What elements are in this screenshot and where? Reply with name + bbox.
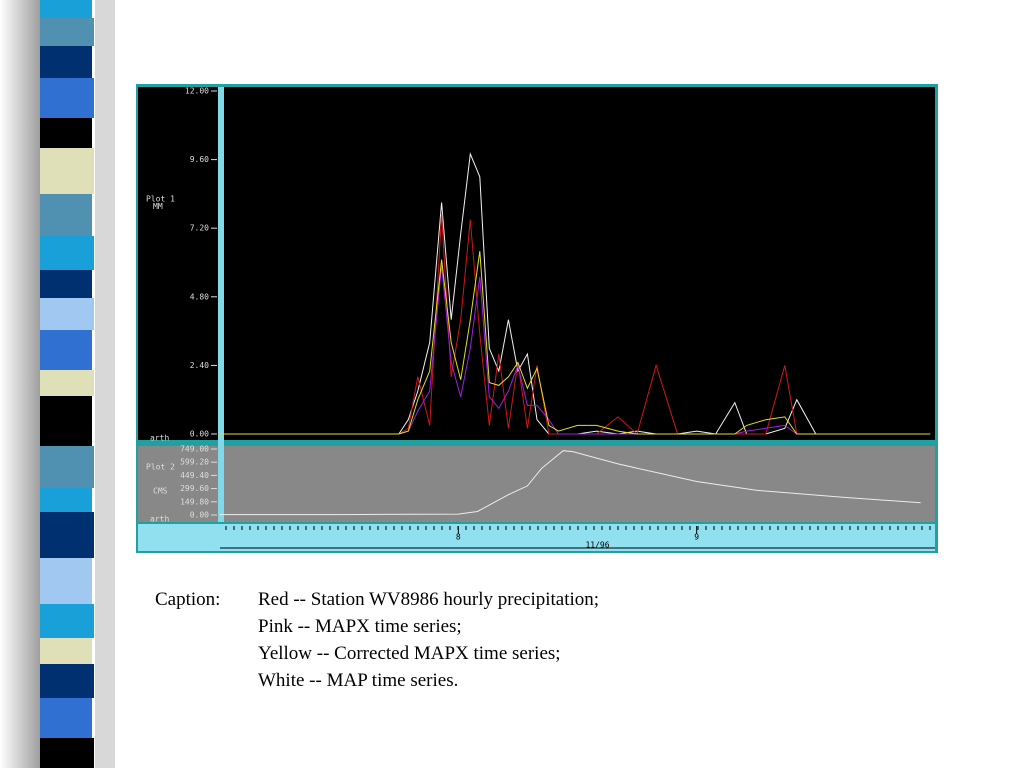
caption-line: White -- MAP time series. [258, 670, 459, 691]
plot-title: Plot 2 [146, 463, 175, 472]
x-tick-label: 8 [456, 533, 461, 542]
y-tick-label: 7.20 [190, 224, 209, 233]
decor-stripe [0, 0, 115, 768]
series-line [220, 213, 931, 435]
series-line [220, 265, 931, 435]
x-tick-label: 9 [694, 533, 699, 542]
annotation: arth [150, 515, 169, 524]
split-bar [218, 87, 224, 522]
y-tick-label: 449.40 [180, 471, 209, 480]
plot1-panel [138, 87, 935, 440]
plot-title: Plot 1 [146, 195, 175, 204]
annotation: arth [150, 434, 169, 443]
y-tick-label: 599.20 [180, 458, 209, 467]
y-tick-label: 0.00 [190, 430, 209, 439]
y-tick-label: 0.00 [190, 511, 209, 520]
y-tick-label: 299.60 [180, 484, 209, 493]
caption-line: Yellow -- Corrected MAPX time series; [258, 643, 561, 664]
series-line [220, 450, 921, 516]
y-tick-label: 12.00 [185, 87, 209, 96]
y-tick-label: 2.40 [190, 361, 209, 370]
y-tick-label: 749.00 [180, 445, 209, 454]
caption-label: Caption: [155, 589, 221, 610]
y-axis-label: CMS [153, 487, 168, 496]
y-tick-label: 149.80 [180, 497, 209, 506]
plot2-panel [138, 446, 935, 522]
caption-line: Pink -- MAPX time series; [258, 616, 462, 637]
y-tick-label: 9.60 [190, 155, 209, 164]
caption-line: Red -- Station WV8986 hourly precipitati… [258, 589, 600, 610]
x-axis-label: 11/96 [585, 541, 609, 550]
series-line [220, 251, 931, 435]
y-tick-label: 4.80 [190, 292, 209, 301]
y-axis-label: MM [153, 202, 163, 211]
plot-window: Plot 1MM arth 0.00 2.40 4.80 7.20 9.60 12.00 Plo… [136, 84, 938, 553]
